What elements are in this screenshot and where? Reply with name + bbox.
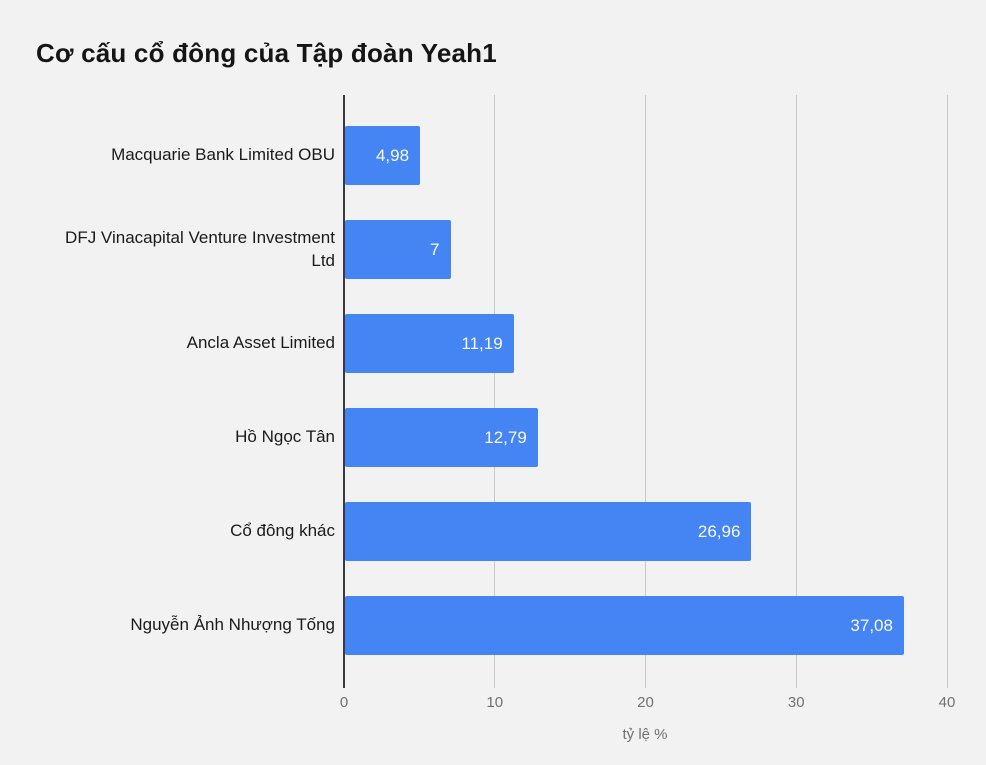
gridline <box>494 95 496 688</box>
bar-row: Ancla Asset Limited 11,19 <box>0 314 986 373</box>
x-tick-labels: 0 10 20 30 40 <box>0 694 986 714</box>
bar: 12,79 <box>345 408 538 467</box>
category-label: Macquarie Bank Limited OBU <box>111 145 335 165</box>
gridline <box>645 95 646 688</box>
x-tick-label: 30 <box>787 694 805 711</box>
category-label: Hồ Ngọc Tân <box>235 427 335 447</box>
gridline <box>795 95 797 688</box>
bar-row: Hồ Ngọc Tân 12,79 <box>0 408 986 467</box>
bar-value-label: 11,19 <box>461 333 503 353</box>
bar-row: Cổ đông khác 26,96 <box>0 502 986 561</box>
bar-row: DFJ Vinacapital Venture Investment Ltd 7 <box>0 220 986 279</box>
x-axis-title: tỷ lệ % <box>622 726 668 743</box>
plot-area: Macquarie Bank Limited OBU 4,98 DFJ Vinaca… <box>0 95 986 688</box>
bar-value-label: 7 <box>430 239 440 259</box>
gridline <box>946 95 948 688</box>
bar-row: Nguyễn Ảnh Nhượng Tống 37,08 <box>0 596 986 655</box>
bar: 37,08 <box>345 596 904 655</box>
bar-value-label: 12,79 <box>484 427 527 447</box>
bar: 7 <box>345 220 451 279</box>
axis-zero-line <box>343 95 345 688</box>
bar: 11,19 <box>345 314 514 373</box>
category-label: Cổ đông khác <box>230 521 335 541</box>
bar: 4,98 <box>345 126 421 185</box>
bar: 26,96 <box>345 502 752 561</box>
bar-row: Macquarie Bank Limited OBU 4,98 <box>0 126 986 185</box>
category-label: DFJ Vinacapital Venture Investment Ltd <box>65 227 335 270</box>
x-tick-label: 20 <box>637 694 654 711</box>
chart-title: Cơ cấu cổ đông của Tập đoàn Yeah1 <box>36 38 497 68</box>
x-tick-label: 10 <box>486 694 504 711</box>
bar-value-label: 37,08 <box>850 615 893 635</box>
category-label: Nguyễn Ảnh Nhượng Tống <box>130 615 335 635</box>
bar-value-label: 4,98 <box>375 145 410 165</box>
category-label: Ancla Asset Limited <box>186 333 335 353</box>
x-tick-label: 0 <box>339 694 349 711</box>
x-tick-label: 40 <box>938 694 956 711</box>
bar-value-label: 26,96 <box>697 521 741 541</box>
